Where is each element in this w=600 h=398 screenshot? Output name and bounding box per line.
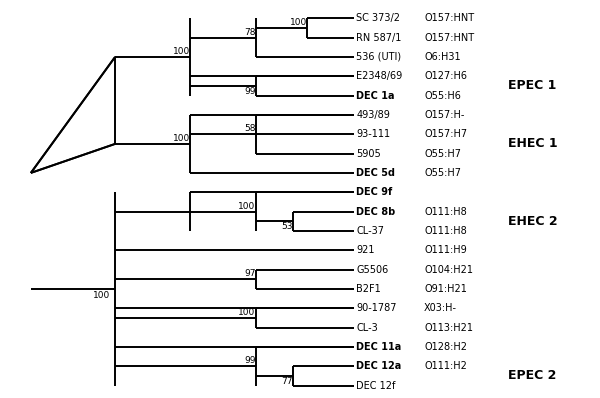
- Text: 93-111: 93-111: [356, 129, 390, 139]
- Text: O104:H21: O104:H21: [424, 265, 473, 275]
- Text: EPEC 2: EPEC 2: [508, 369, 557, 382]
- Text: O55:H7: O55:H7: [424, 148, 461, 158]
- Text: O113:H21: O113:H21: [424, 322, 473, 333]
- Text: O111:H2: O111:H2: [424, 361, 467, 371]
- Text: O157:H-: O157:H-: [424, 110, 464, 120]
- Text: 90-1787: 90-1787: [356, 303, 397, 313]
- Text: CL-37: CL-37: [356, 226, 384, 236]
- Text: O157:H7: O157:H7: [424, 129, 467, 139]
- Text: O111:H9: O111:H9: [424, 245, 467, 255]
- Text: O111:H8: O111:H8: [424, 207, 467, 217]
- Text: O127:H6: O127:H6: [424, 71, 467, 81]
- Text: 53: 53: [281, 222, 293, 231]
- Text: O6:H31: O6:H31: [424, 52, 461, 62]
- Text: E2348/69: E2348/69: [356, 71, 403, 81]
- Text: EHEC 1: EHEC 1: [508, 137, 558, 150]
- Text: SC 373/2: SC 373/2: [356, 13, 400, 23]
- Text: 100: 100: [238, 202, 256, 211]
- Text: DEC 1a: DEC 1a: [356, 91, 395, 101]
- Text: 100: 100: [290, 18, 307, 27]
- Text: G5506: G5506: [356, 265, 388, 275]
- Text: O55:H7: O55:H7: [424, 168, 461, 178]
- Text: 5905: 5905: [356, 148, 381, 158]
- Text: DEC 9f: DEC 9f: [356, 187, 392, 197]
- Text: B2F1: B2F1: [356, 284, 381, 294]
- Text: 536 (UTI): 536 (UTI): [356, 52, 401, 62]
- Text: 100: 100: [173, 47, 190, 56]
- Text: CL-3: CL-3: [356, 322, 378, 333]
- Text: EHEC 2: EHEC 2: [508, 215, 558, 228]
- Text: O91:H21: O91:H21: [424, 284, 467, 294]
- Text: EPEC 1: EPEC 1: [508, 80, 557, 92]
- Text: DEC 11a: DEC 11a: [356, 342, 401, 352]
- Text: 100: 100: [173, 134, 190, 143]
- Text: 100: 100: [93, 291, 110, 300]
- Text: 77: 77: [281, 377, 293, 386]
- Text: 58: 58: [244, 124, 256, 133]
- Text: 493/89: 493/89: [356, 110, 390, 120]
- Text: 78: 78: [244, 27, 256, 37]
- Text: 97: 97: [244, 269, 256, 278]
- Text: 100: 100: [238, 308, 256, 317]
- Text: DEC 5d: DEC 5d: [356, 168, 395, 178]
- Text: DEC 12f: DEC 12f: [356, 380, 395, 390]
- Text: 99: 99: [244, 356, 256, 365]
- Text: O128:H2: O128:H2: [424, 342, 467, 352]
- Text: RN 587/1: RN 587/1: [356, 33, 401, 43]
- Text: O111:H8: O111:H8: [424, 226, 467, 236]
- Text: X03:H-: X03:H-: [424, 303, 457, 313]
- Text: DEC 8b: DEC 8b: [356, 207, 395, 217]
- Text: DEC 12a: DEC 12a: [356, 361, 401, 371]
- Text: 99: 99: [244, 87, 256, 96]
- Text: O55:H6: O55:H6: [424, 91, 461, 101]
- Text: 921: 921: [356, 245, 374, 255]
- Text: O157:HNT: O157:HNT: [424, 13, 474, 23]
- Text: O157:HNT: O157:HNT: [424, 33, 474, 43]
